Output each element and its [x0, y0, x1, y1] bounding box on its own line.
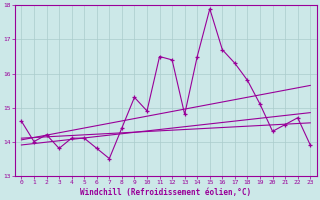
- X-axis label: Windchill (Refroidissement éolien,°C): Windchill (Refroidissement éolien,°C): [80, 188, 252, 197]
